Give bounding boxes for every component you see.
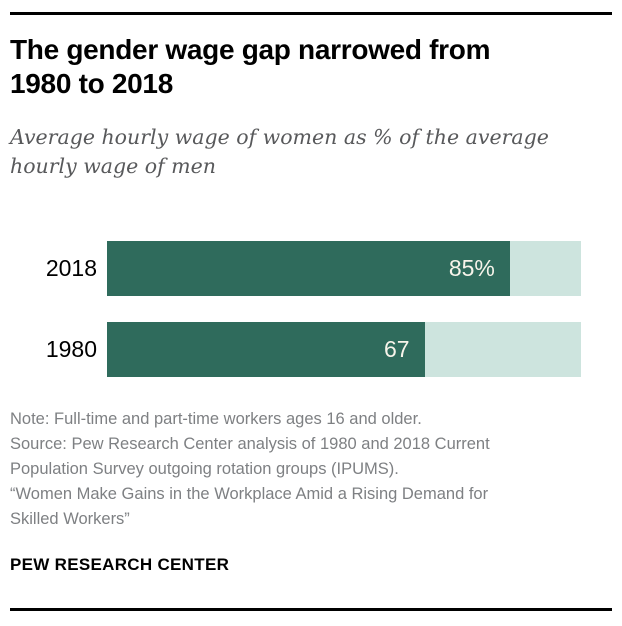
bar-track-2018: 85% <box>107 241 581 296</box>
title-line-1: The gender wage gap narrowed from <box>10 34 491 65</box>
category-label-1980: 1980 <box>45 336 97 362</box>
source-line-2: Population Survey outgoing rotation grou… <box>10 460 399 478</box>
footnotes: Note: Full-time and part-time workers ag… <box>10 407 612 532</box>
subtitle-line-1: Average hourly wage of women as % of the… <box>10 125 549 149</box>
brand-wordmark: PEW RESEARCH CENTER <box>10 555 230 574</box>
source-line-1: Source: Pew Research Center analysis of … <box>10 435 490 453</box>
bar-chart: 2018 85% 1980 67 <box>10 241 612 377</box>
note-line: Note: Full-time and part-time workers ag… <box>10 410 422 428</box>
bar-fill-2018: 85% <box>107 241 510 296</box>
bottom-rule <box>10 608 612 611</box>
chart-title: The gender wage gap narrowed from 1980 t… <box>10 33 612 101</box>
report-title-line-1: “Women Make Gains in the Workplace Amid … <box>10 485 489 503</box>
top-rule <box>10 12 612 15</box>
value-label-1980: 67 <box>383 336 410 362</box>
chart-subtitle: Average hourly wage of women as % of the… <box>10 123 612 181</box>
subtitle-line-2: hourly wage of men <box>10 154 216 178</box>
report-title-line-2: Skilled Workers” <box>10 510 130 528</box>
bar-track-1980: 67 <box>107 322 581 377</box>
value-label-2018: 85% <box>448 255 495 281</box>
bar-fill-1980: 67 <box>107 322 425 377</box>
bar-row-2018: 2018 85% <box>10 241 612 296</box>
title-line-2: 1980 to 2018 <box>10 68 173 99</box>
category-label-2018: 2018 <box>45 255 97 281</box>
bar-row-1980: 1980 67 <box>10 322 612 377</box>
